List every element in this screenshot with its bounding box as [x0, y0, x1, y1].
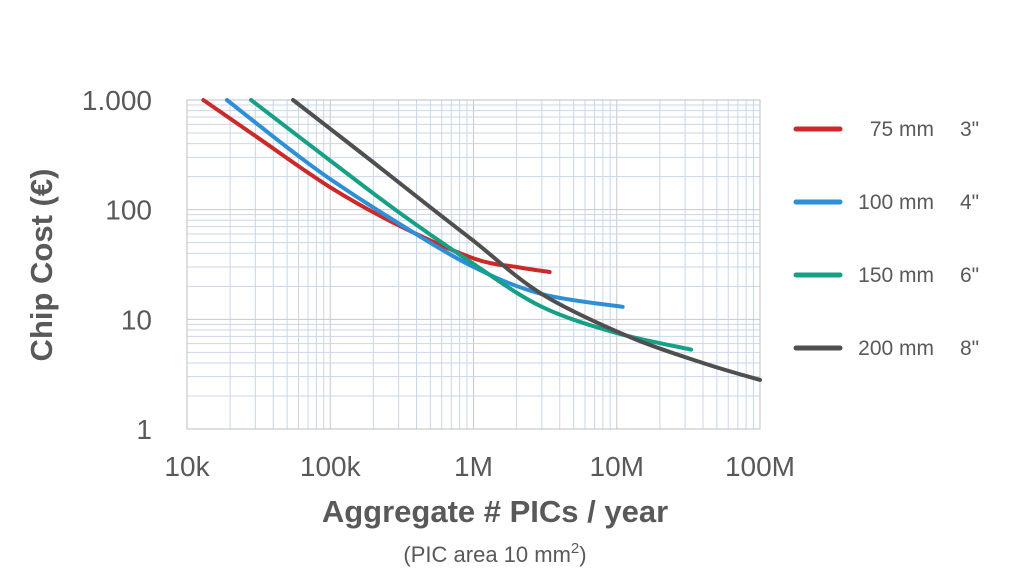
y-tick-label: 10 — [121, 304, 152, 335]
legend-series-inch: 3" — [960, 118, 979, 141]
x-tick-label: 1M — [454, 451, 493, 482]
plot-grid — [187, 100, 760, 429]
legend-series-name: 200 mm — [858, 337, 934, 360]
legend-series-name: 150 mm — [858, 264, 934, 287]
axis-ticks: 1 10 100 1.000 10k 100k 1M 10M 100M — [82, 85, 795, 482]
subtitle-main: (PIC area 10 mm — [403, 542, 571, 567]
y-tick-label: 1 — [136, 414, 152, 445]
legend-series-inch: 8" — [960, 337, 979, 360]
y-axis-title: Chip Cost (€) — [24, 169, 59, 362]
y-tick-label: 1.000 — [82, 85, 152, 116]
x-tick-label: 10M — [590, 451, 644, 482]
series-line-200-mm — [291, 98, 762, 382]
legend-series-inch: 4" — [960, 191, 979, 214]
x-axis-subtitle: (PIC area 10 mm2) — [403, 540, 586, 567]
legend: 75 mm 3" 100 mm 4" 150 mm 6" 200 mm 8" — [793, 118, 979, 360]
legend-series-name: 100 mm — [858, 191, 934, 214]
legend-series-inch: 6" — [960, 264, 979, 287]
x-tick-label: 100k — [300, 451, 362, 482]
series-line-150-mm — [249, 98, 694, 352]
subtitle-superscript: 2 — [571, 540, 579, 557]
y-tick-label: 100 — [105, 195, 152, 226]
subtitle-end: ) — [579, 542, 586, 567]
x-axis-title: Aggregate # PICs / year — [322, 494, 668, 529]
x-tick-label: 100M — [725, 451, 795, 482]
plot-frame — [186, 99, 761, 430]
legend-series-name: 75 mm — [870, 118, 934, 141]
series-lines — [201, 98, 762, 382]
x-tick-label: 10k — [164, 451, 210, 482]
